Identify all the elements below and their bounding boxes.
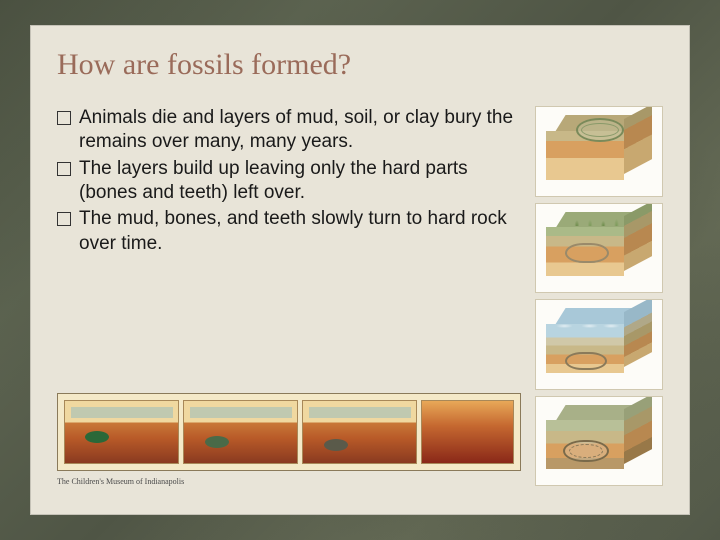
- water-waves-icon: [550, 322, 622, 330]
- stage-panel-4: [535, 396, 663, 487]
- fossil-icon: [563, 440, 609, 462]
- stage-panel-2: [535, 203, 663, 294]
- fossil-shape-icon: [324, 439, 348, 451]
- content-panel: How are fossils formed? Animals die and …: [30, 25, 690, 515]
- seq-block-2: [183, 400, 298, 464]
- skeleton-icon: [565, 352, 607, 370]
- seq-block-1: [64, 400, 179, 464]
- strata-cube-icon: [546, 212, 652, 283]
- stage-column: [535, 106, 663, 486]
- seq-block-final: [421, 400, 514, 464]
- skeleton-icon: [565, 243, 609, 263]
- bullet-list: Animals die and layers of mud, soil, or …: [57, 106, 521, 258]
- strata-cube-icon: [546, 115, 652, 186]
- stage-panel-1: [535, 106, 663, 197]
- fossil-shape-icon: [205, 436, 229, 448]
- image-credit: The Children's Museum of Indianapolis: [57, 477, 521, 486]
- water-layer-icon: [71, 407, 173, 418]
- strata-cube-icon: [546, 308, 652, 379]
- seq-block-3: [302, 400, 417, 464]
- text-column: Animals die and layers of mud, soil, or …: [57, 106, 521, 486]
- slide-title: How are fossils formed?: [57, 48, 663, 82]
- sequence-diagram: [57, 393, 521, 471]
- strata-cube-icon: [546, 405, 652, 476]
- fossil-shape-icon: [85, 431, 109, 443]
- slide-frame: How are fossils formed? Animals die and …: [0, 0, 720, 540]
- bullet-item: The mud, bones, and teeth slowly turn to…: [57, 207, 521, 256]
- body-area: Animals die and layers of mud, soil, or …: [57, 106, 663, 486]
- stage-panel-3: [535, 299, 663, 390]
- bullet-item: Animals die and layers of mud, soil, or …: [57, 106, 521, 155]
- vegetation-icon: [567, 210, 633, 226]
- water-layer-icon: [190, 407, 292, 418]
- bullet-item: The layers build up leaving only the har…: [57, 157, 521, 206]
- water-layer-icon: [309, 407, 411, 418]
- skeleton-icon: [576, 118, 624, 142]
